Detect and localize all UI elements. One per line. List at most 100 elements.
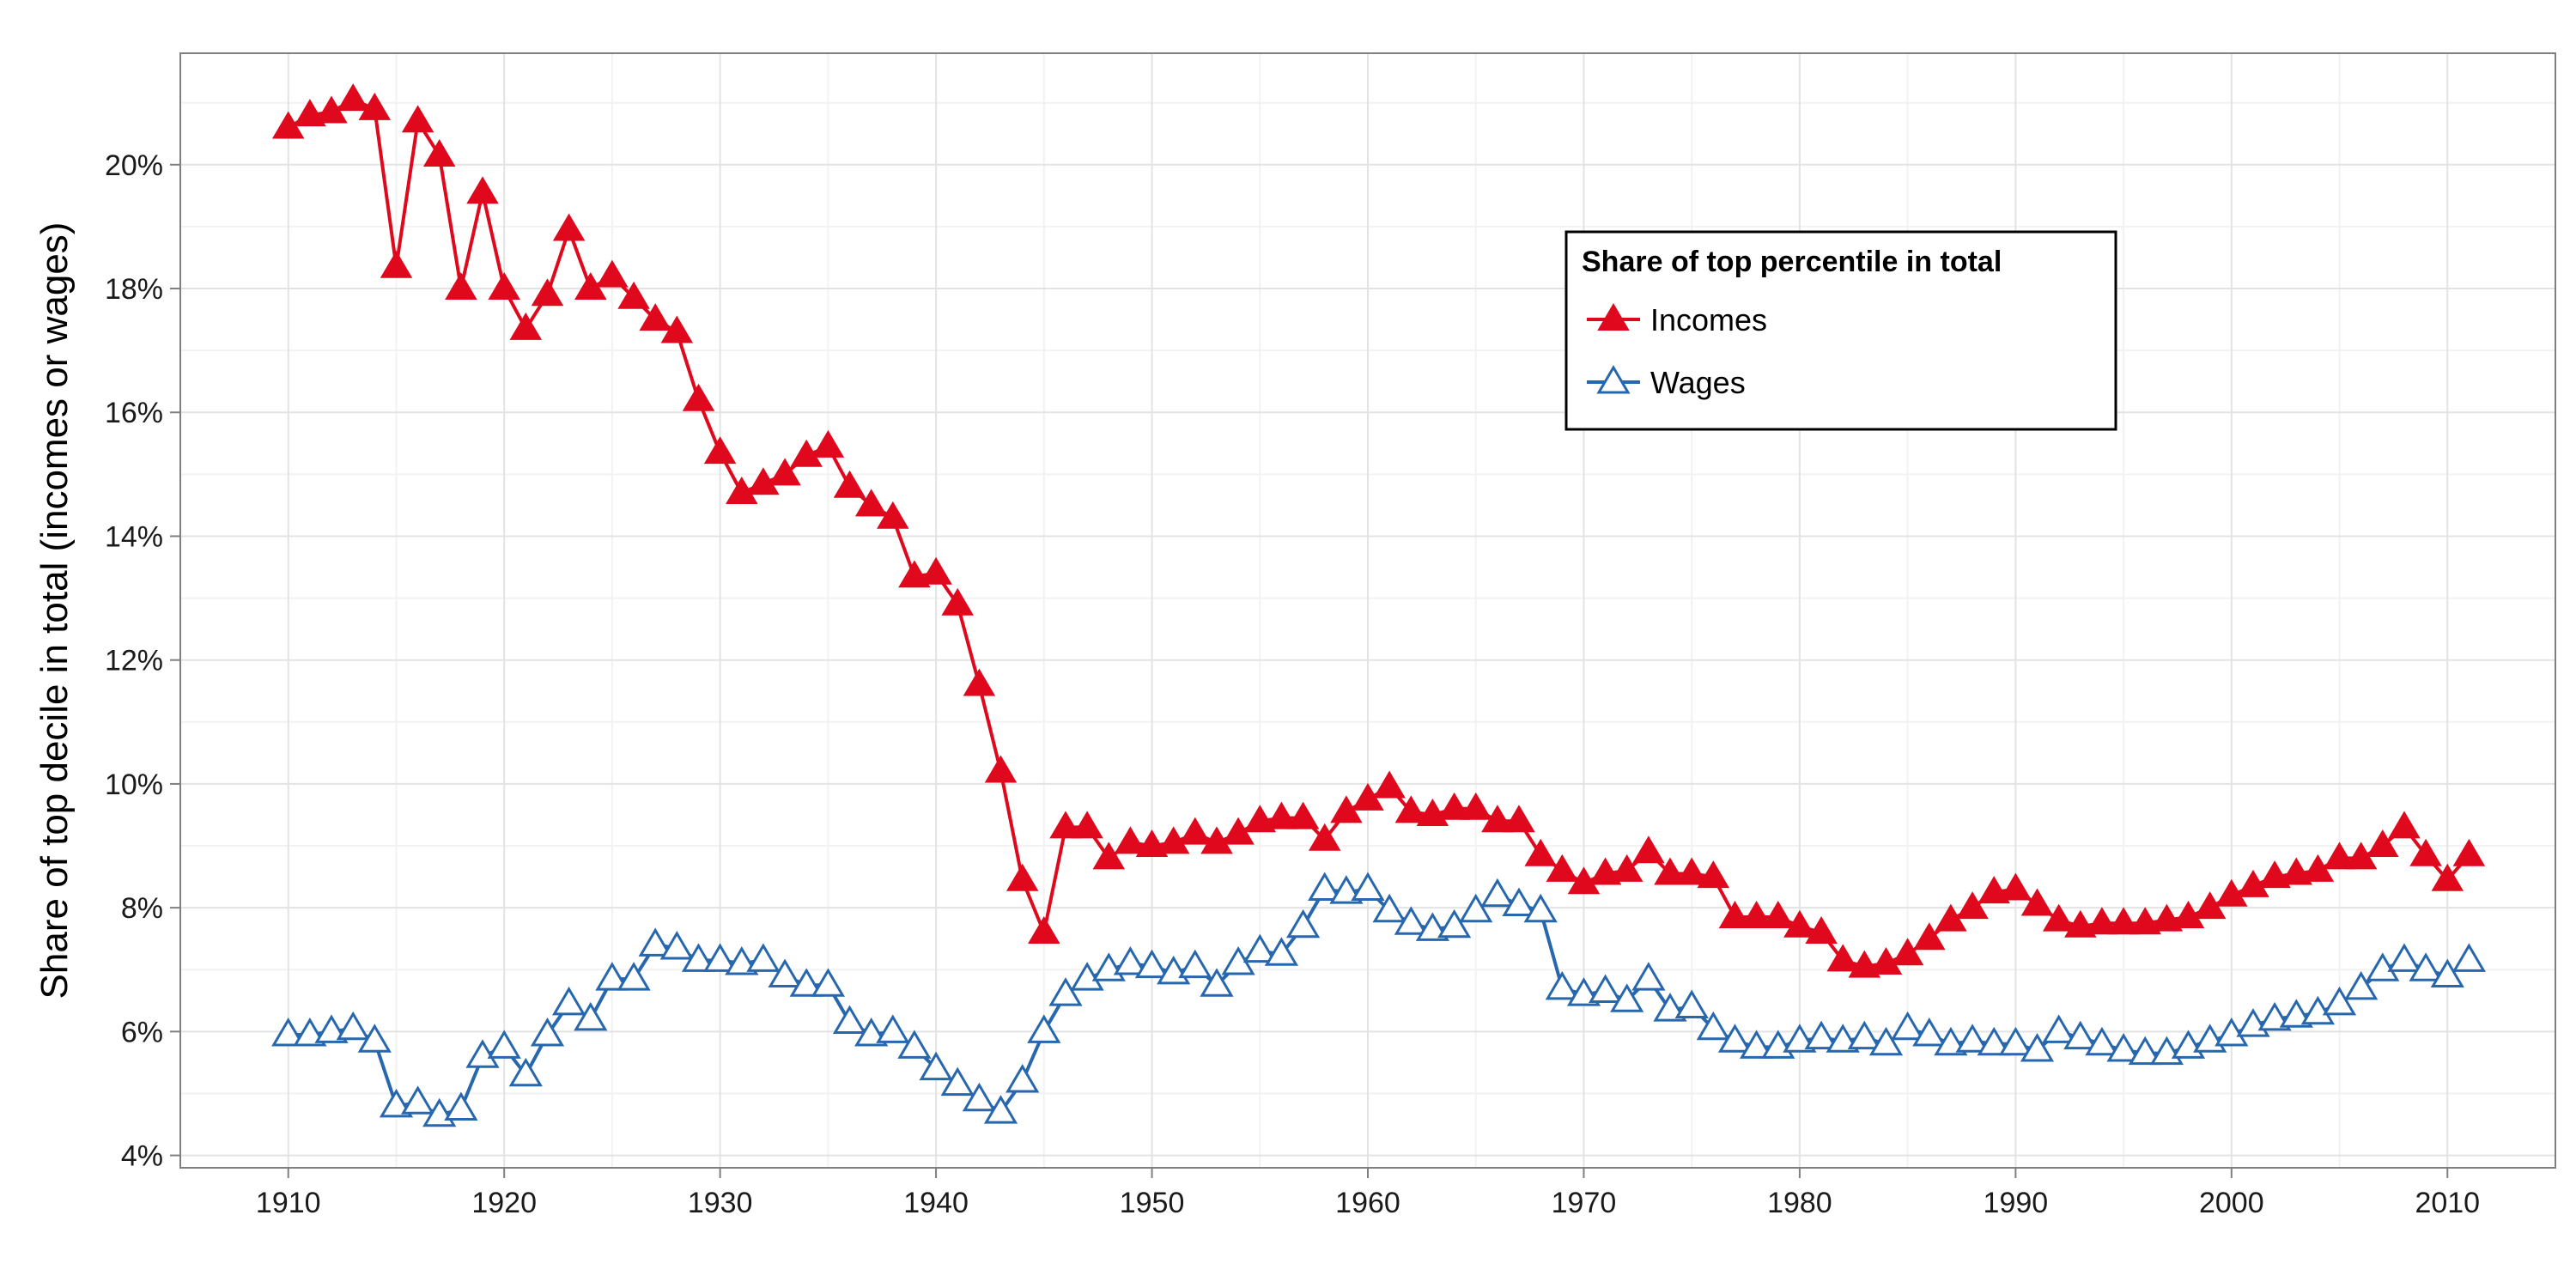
data-point-wages	[1739, 1030, 1774, 1059]
data-point-incomes	[941, 587, 974, 616]
data-point-wages	[1242, 933, 1277, 963]
y-axis: 4% 6% 8% 10% 12% 14% 16% 18% 20%	[105, 149, 180, 1173]
data-point-incomes	[2258, 860, 2291, 889]
data-point-wages	[897, 1030, 932, 1059]
data-point-incomes	[1071, 811, 1103, 839]
x-tick-label: 1930	[688, 1187, 753, 1219]
series-layer	[271, 83, 2487, 1127]
data-point-incomes	[617, 281, 650, 309]
x-tick-label: 1920	[471, 1187, 537, 1219]
data-point-incomes	[790, 439, 823, 467]
data-point-incomes	[2323, 841, 2356, 870]
data-point-wages	[1415, 912, 1450, 941]
data-point-wages	[940, 1066, 975, 1097]
data-point-incomes	[1049, 811, 1082, 839]
data-point-wages	[1977, 1026, 2011, 1056]
y-tick-label: 14%	[105, 520, 163, 553]
data-point-incomes	[1437, 792, 1471, 820]
data-point-wages	[379, 1088, 414, 1118]
data-point-wages	[487, 1030, 521, 1059]
data-point-incomes	[2280, 857, 2313, 885]
data-point-wages	[1566, 977, 1601, 1006]
data-point-wages	[1717, 1024, 1753, 1053]
data-point-incomes	[1157, 826, 1190, 854]
legend-marker-incomes	[1597, 303, 1630, 331]
data-point-incomes	[682, 383, 715, 411]
data-point-incomes	[833, 470, 866, 498]
data-point-incomes	[488, 272, 520, 300]
data-point-incomes	[660, 315, 694, 343]
data-point-incomes	[920, 556, 952, 585]
data-point-wages	[400, 1085, 435, 1115]
data-point-wages	[854, 1018, 889, 1047]
data-point-wages	[1912, 1018, 1947, 1047]
legend-label-wages: Wages	[1650, 365, 1746, 400]
data-point-incomes	[1005, 863, 1039, 891]
x-tick-label: 2010	[2415, 1187, 2480, 1219]
data-point-incomes	[811, 429, 845, 458]
data-point-wages	[1545, 970, 1579, 1000]
data-point-wages	[1847, 1020, 1881, 1050]
data-point-wages	[2387, 943, 2421, 972]
y-tick-label: 16%	[105, 397, 163, 429]
data-point-incomes	[984, 755, 1018, 783]
data-point-incomes	[1805, 916, 1838, 944]
data-point-wages	[617, 962, 651, 991]
legend-title: Share of top percentile in total	[1582, 246, 2002, 278]
data-point-incomes	[854, 489, 888, 517]
data-point-wages	[1285, 908, 1321, 939]
data-point-wages	[465, 1039, 500, 1068]
y-tick-label: 8%	[121, 892, 163, 925]
data-point-incomes	[2129, 907, 2161, 935]
data-point-wages	[1178, 949, 1212, 979]
data-point-incomes	[1481, 805, 1514, 833]
data-point-wages	[271, 1018, 306, 1047]
data-point-wages	[659, 931, 694, 960]
data-point-wages	[1804, 1020, 1838, 1050]
data-point-wages	[1372, 893, 1406, 923]
data-point-incomes	[1978, 876, 2010, 904]
data-point-wages	[768, 958, 802, 987]
data-point-incomes	[1114, 826, 1147, 854]
data-point-wages	[2128, 1036, 2162, 1066]
data-point-incomes	[1891, 938, 1924, 966]
legend-marker-wages	[1596, 365, 1631, 394]
data-point-wages	[530, 1018, 565, 1047]
data-point-incomes	[1179, 817, 1212, 845]
data-point-wages	[2279, 999, 2313, 1028]
data-point-incomes	[552, 213, 586, 241]
data-point-incomes	[769, 458, 801, 486]
data-point-wages	[789, 968, 823, 997]
data-point-wages	[1264, 937, 1299, 966]
data-point-incomes	[2150, 903, 2184, 932]
data-point-wages	[2366, 952, 2400, 981]
data-point-wages	[314, 1014, 349, 1043]
data-point-wages	[1890, 1011, 1925, 1041]
data-point-incomes	[1913, 922, 1946, 951]
data-point-wages	[336, 1011, 370, 1041]
y-axis-title: Share of top decile in total (incomes or…	[33, 222, 76, 999]
y-tick-label: 12%	[105, 645, 163, 677]
data-point-incomes	[1718, 901, 1752, 928]
data-point-wages	[1070, 962, 1104, 991]
data-point-wages	[551, 986, 586, 1016]
data-point-incomes	[445, 272, 477, 300]
data-point-incomes	[1762, 901, 1795, 928]
legend-label-incomes: Incomes	[1650, 302, 1767, 337]
data-point-incomes	[337, 83, 369, 112]
data-point-wages	[1113, 946, 1148, 975]
data-point-wages	[2344, 970, 2379, 1000]
data-point-wages	[1653, 993, 1687, 1022]
data-point-wages	[919, 1051, 953, 1081]
data-point-wages	[1200, 968, 1234, 997]
data-point-wages	[1005, 1064, 1040, 1093]
data-point-wages	[1308, 872, 1342, 901]
y-tick-label: 10%	[105, 769, 163, 801]
data-point-incomes	[2020, 888, 2054, 916]
data-point-incomes	[1869, 947, 1903, 975]
data-point-wages	[1934, 1026, 1968, 1056]
data-point-incomes	[2431, 863, 2464, 891]
data-point-incomes	[466, 176, 499, 204]
data-point-incomes	[639, 303, 671, 331]
legend-item-incomes: Incomes	[1587, 302, 1767, 337]
